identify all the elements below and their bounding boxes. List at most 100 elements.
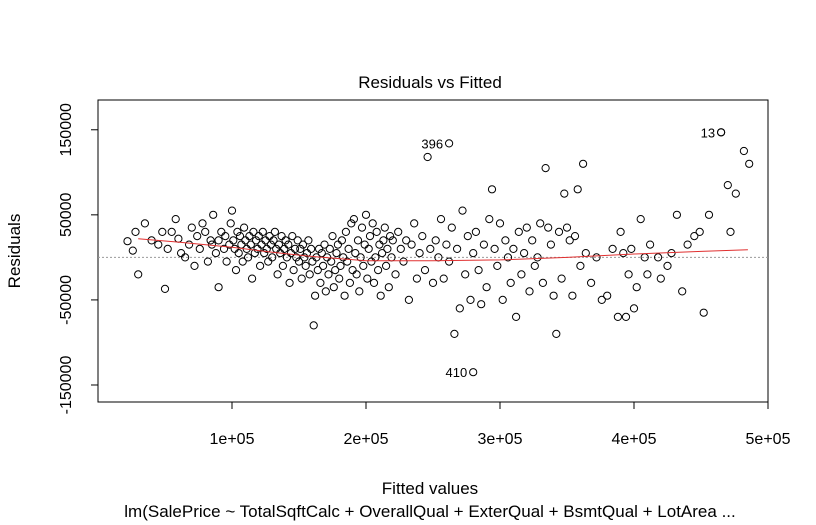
- data-point: [621, 312, 631, 321]
- y-tick-label: 50000: [58, 192, 75, 237]
- data-point: [280, 244, 289, 253]
- data-point: [436, 215, 446, 224]
- data-point: [455, 304, 464, 313]
- data-point: [231, 266, 241, 275]
- data-point: [407, 240, 416, 249]
- data-point: [238, 257, 247, 266]
- data-point: [294, 257, 304, 266]
- data-point: [290, 244, 300, 253]
- data-point: [325, 244, 334, 253]
- outlier-point: [445, 139, 454, 148]
- data-point: [234, 249, 243, 258]
- data-point: [374, 266, 383, 275]
- data-point: [361, 210, 371, 219]
- plot-area-frame: [97, 99, 769, 403]
- data-point: [264, 257, 273, 266]
- data-point: [461, 270, 470, 279]
- data-point: [163, 244, 172, 253]
- data-point: [226, 219, 235, 228]
- data-point: [158, 227, 167, 236]
- data-point: [289, 266, 298, 275]
- data-point: [296, 244, 305, 253]
- y-tick-label: -150000: [58, 356, 75, 415]
- data-point: [538, 278, 548, 287]
- data-point: [627, 244, 636, 253]
- data-point: [663, 261, 672, 270]
- data-point: [364, 244, 373, 253]
- data-point: [445, 257, 454, 266]
- data-point: [466, 295, 475, 304]
- data-point: [544, 223, 553, 232]
- data-point: [269, 236, 278, 245]
- data-point: [528, 236, 537, 245]
- y-tick-label: 150000: [58, 103, 75, 156]
- data-point: [229, 236, 238, 245]
- data-point: [442, 240, 451, 249]
- x-tick-label: 2e+05: [344, 431, 389, 448]
- outlier-point: [717, 128, 726, 137]
- data-point: [340, 291, 349, 300]
- data-point: [573, 185, 582, 194]
- data-point: [375, 240, 384, 249]
- data-point: [333, 240, 342, 249]
- data-point: [249, 227, 258, 236]
- data-point: [522, 223, 531, 232]
- data-point: [347, 219, 356, 228]
- data-point: [372, 227, 381, 236]
- data-point: [503, 253, 513, 262]
- data-point: [316, 278, 325, 287]
- data-point: [554, 227, 564, 236]
- data-point: [453, 244, 462, 253]
- data-point: [355, 287, 364, 296]
- x-tick-label: 4e+05: [612, 431, 657, 448]
- data-point: [252, 236, 261, 245]
- data-point: [678, 287, 687, 296]
- data-point: [428, 278, 438, 287]
- data-point: [278, 261, 287, 270]
- data-point: [357, 223, 367, 232]
- data-point: [388, 236, 397, 245]
- data-point: [533, 253, 542, 262]
- data-point: [341, 227, 350, 236]
- data-point: [317, 249, 326, 258]
- data-point: [704, 210, 714, 219]
- data-point: [517, 270, 526, 279]
- data-point: [485, 215, 494, 224]
- data-point: [198, 219, 207, 228]
- data-point: [379, 236, 388, 245]
- data-point: [506, 278, 515, 287]
- data-point: [471, 227, 480, 236]
- data-point: [570, 232, 580, 241]
- data-point: [490, 244, 499, 253]
- data-point: [308, 257, 317, 266]
- data-point: [221, 232, 230, 241]
- data-point: [235, 232, 245, 241]
- data-point: [699, 308, 708, 317]
- model-formula-subtitle: lm(SalePrice ~ TotalSqftCalc + OverallQu…: [124, 502, 736, 521]
- data-point: [171, 215, 180, 224]
- data-point: [530, 261, 539, 270]
- data-point: [319, 261, 328, 270]
- data-point: [328, 232, 337, 241]
- data-point: [351, 249, 360, 258]
- outlier-label: 396: [421, 136, 443, 151]
- data-point: [368, 219, 377, 228]
- data-point: [315, 244, 324, 253]
- data-point: [260, 249, 269, 258]
- data-point: [297, 274, 306, 283]
- data-point: [587, 278, 596, 287]
- data-point: [565, 236, 574, 245]
- data-point: [383, 244, 392, 253]
- chart-title: Residuals vs Fitted: [358, 73, 502, 92]
- data-point: [365, 232, 375, 241]
- data-point: [498, 295, 507, 304]
- data-point: [695, 227, 704, 236]
- data-point: [131, 227, 140, 236]
- data-point: [187, 223, 196, 232]
- data-point: [134, 270, 143, 279]
- data-point: [477, 300, 486, 309]
- data-point: [320, 240, 329, 249]
- data-point: [219, 244, 229, 253]
- data-point: [309, 321, 318, 330]
